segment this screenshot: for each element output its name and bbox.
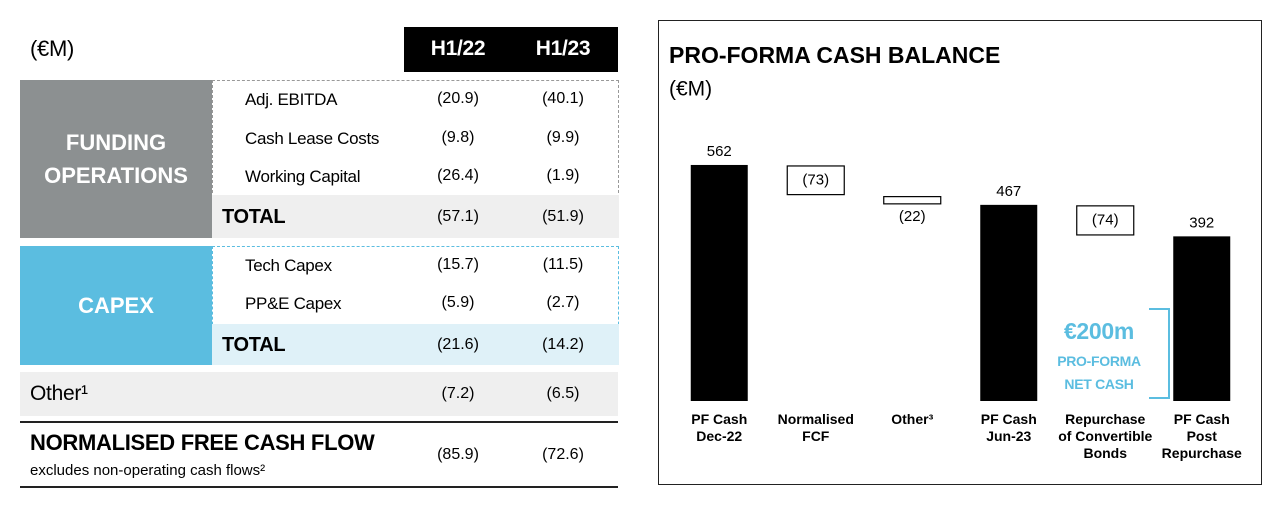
value-label: (22) [899, 208, 926, 225]
cash-flow-table: (€M) H1/22 H1/23 FUNDING OPERATIONS Adj. EBI… [20, 27, 619, 488]
cell-value: (20.9) [437, 90, 479, 107]
chart-title: PRO-FORMA CASH BALANCE [669, 42, 1000, 68]
total-value: (57.1) [437, 207, 479, 225]
value-label: 467 [996, 183, 1021, 200]
footer-value: (85.9) [437, 446, 479, 463]
total-label: TOTAL [222, 333, 286, 356]
bar [980, 204, 1038, 401]
section-title: CAPEX [78, 293, 154, 318]
footer-value: (72.6) [542, 446, 584, 463]
total-value: (51.9) [542, 207, 584, 225]
section-box: CAPEX [20, 246, 212, 365]
row-label: Adj. EBITDA [245, 90, 338, 109]
footer-label: NORMALISED FREE CASH FLOW [30, 430, 375, 455]
cell-value: (5.9) [441, 294, 475, 311]
header-bg [404, 27, 618, 72]
other-value: (7.2) [441, 385, 475, 402]
cell-value: (15.7) [437, 256, 479, 273]
value-label: 562 [707, 143, 732, 160]
delta-box [786, 165, 845, 196]
column-header: H1/23 [535, 37, 591, 60]
bar [1173, 236, 1231, 401]
row-label: Cash Lease Costs [245, 129, 380, 148]
bar [690, 164, 748, 401]
annotation-text: PRO-FORMA NET CASH [1057, 353, 1141, 392]
x-tick-label: PF Cash Post Repurchase [1161, 411, 1242, 461]
total-label: TOTAL [222, 205, 286, 228]
row-label: Tech Capex [245, 256, 332, 275]
value-label: 392 [1189, 214, 1214, 231]
x-tick-label: PF Cash Dec-22 [691, 411, 748, 444]
other-bg [20, 372, 618, 416]
bracket [1149, 308, 1170, 399]
x-tick-label: Repurchase of Convertible Bonds [1058, 411, 1153, 461]
chart: PRO-FORMA CASH BALANCE (€M) 562 (73) (22) 467… [669, 42, 1231, 401]
delta-box [1076, 205, 1135, 236]
other-label: Other¹ [30, 382, 88, 405]
chart-subtitle: (€M) [669, 78, 712, 101]
value-label: (73) [802, 171, 829, 188]
annotation-value: €200m [1063, 318, 1135, 344]
row-label: Working Capital [245, 167, 361, 186]
rule [20, 486, 618, 488]
cell-value: (9.9) [546, 129, 580, 146]
cell-value: (11.5) [542, 256, 584, 273]
unit-label: (€M) [30, 36, 75, 61]
rule [20, 421, 618, 423]
total-bg [212, 195, 619, 238]
value-label: (74) [1092, 211, 1119, 228]
x-tick-label: Other³ [891, 411, 934, 427]
other-value: (6.5) [546, 385, 580, 402]
delta-box [883, 196, 942, 205]
total-value: (14.2) [542, 335, 584, 353]
cell-value: (9.8) [441, 129, 475, 146]
x-tick-label: PF Cash Jun-23 [980, 411, 1037, 444]
total-bg [212, 324, 619, 365]
section-box: FUNDING OPERATIONS [20, 80, 212, 238]
cell-value: (1.9) [546, 167, 580, 184]
cell-value: (2.7) [546, 294, 580, 311]
total-value: (21.6) [437, 335, 479, 353]
cell-value: (26.4) [437, 167, 479, 184]
row-label: PP&E Capex [245, 294, 342, 313]
footer-note: excludes non-operating cash flows² [30, 462, 266, 479]
x-tick-label: Normalised FCF [777, 411, 854, 444]
column-header: H1/22 [430, 37, 486, 60]
chart-panel: PRO-FORMA CASH BALANCE (€M) 562 (73) (22) 467… [658, 20, 1262, 485]
cell-value: (40.1) [542, 90, 584, 107]
section-title: FUNDING OPERATIONS [44, 130, 188, 188]
